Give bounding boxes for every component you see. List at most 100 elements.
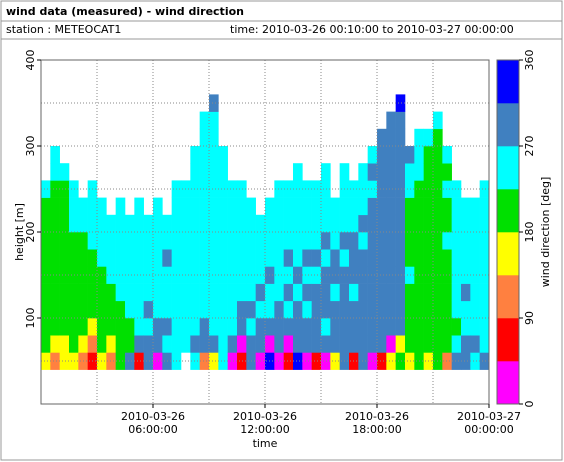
cell (171, 335, 182, 353)
time-range: time: 2010-03-26 00:10:00 to 2010-03-27 … (230, 23, 514, 36)
cell (50, 163, 60, 181)
cell (442, 180, 452, 198)
cell (69, 300, 79, 319)
cell (386, 352, 396, 370)
cell (423, 283, 434, 302)
cell (227, 318, 238, 336)
cell (470, 214, 480, 233)
cell (265, 300, 275, 319)
cell (143, 266, 154, 284)
cell (274, 352, 284, 370)
cell (395, 283, 406, 302)
cell (461, 335, 471, 353)
cell (199, 249, 210, 267)
cell (433, 318, 443, 336)
cell (386, 318, 396, 336)
cell (199, 335, 210, 353)
cell (237, 214, 247, 233)
cell (395, 197, 406, 216)
panel-title: wind data (measured) - wind direction (6, 5, 244, 18)
cell (209, 318, 219, 336)
cell (349, 214, 359, 233)
cell (41, 197, 51, 216)
x-tick-label: 2010-03-26 12:00:00 (233, 410, 297, 436)
cell (479, 300, 490, 319)
cell (470, 352, 480, 370)
cell (311, 180, 322, 198)
cell (134, 214, 144, 233)
cell (395, 146, 406, 164)
cell (414, 283, 424, 302)
cell (246, 197, 256, 216)
cell (395, 352, 406, 370)
cell (442, 249, 452, 267)
cell (255, 232, 266, 250)
cell (274, 249, 284, 267)
cell (283, 197, 294, 216)
cell (78, 197, 88, 216)
cell (78, 300, 88, 319)
cell (50, 180, 60, 198)
cell (199, 318, 210, 336)
cell (218, 300, 228, 319)
cell (433, 335, 443, 353)
cell (479, 232, 490, 250)
cell (199, 214, 210, 233)
cell (87, 197, 98, 216)
cell (125, 266, 135, 284)
cell (209, 94, 219, 112)
cell (50, 232, 60, 250)
cell (162, 300, 172, 319)
cell (237, 283, 247, 302)
cell (69, 197, 79, 216)
cell (190, 197, 200, 216)
cell (423, 335, 434, 353)
cell (311, 352, 322, 370)
cell (386, 146, 396, 164)
cell (41, 352, 51, 370)
cell (41, 180, 51, 198)
cell (283, 335, 294, 353)
cell (125, 352, 135, 370)
cell (162, 283, 172, 302)
cell (171, 300, 182, 319)
cell (106, 232, 116, 250)
cell (283, 283, 294, 302)
cell (209, 266, 219, 284)
cell (293, 300, 303, 319)
cell (274, 300, 284, 319)
cell (302, 283, 312, 302)
station: station : METEOCAT1 (6, 23, 121, 36)
cell (181, 300, 191, 319)
cell (479, 352, 490, 370)
cell (115, 232, 126, 250)
cell (423, 197, 434, 216)
cell (190, 163, 200, 181)
cell (87, 335, 98, 353)
cell (433, 111, 443, 130)
colorbar-band (497, 189, 519, 233)
cell (87, 300, 98, 319)
cell (479, 318, 490, 336)
cell (414, 214, 424, 233)
cell (330, 318, 340, 336)
cell (367, 214, 378, 233)
cell (451, 249, 462, 267)
cell (209, 249, 219, 267)
cell (377, 335, 387, 353)
cell (377, 180, 387, 198)
cell (461, 283, 471, 302)
cell (218, 163, 228, 181)
cell (414, 232, 424, 250)
cell (302, 318, 312, 336)
cell (171, 318, 182, 336)
cell (59, 300, 70, 319)
cell (293, 266, 303, 284)
cell (395, 163, 406, 181)
cell (106, 214, 116, 233)
cell (386, 266, 396, 284)
cell (115, 352, 126, 370)
cell (442, 146, 452, 164)
cell (339, 249, 350, 267)
cell (59, 266, 70, 284)
